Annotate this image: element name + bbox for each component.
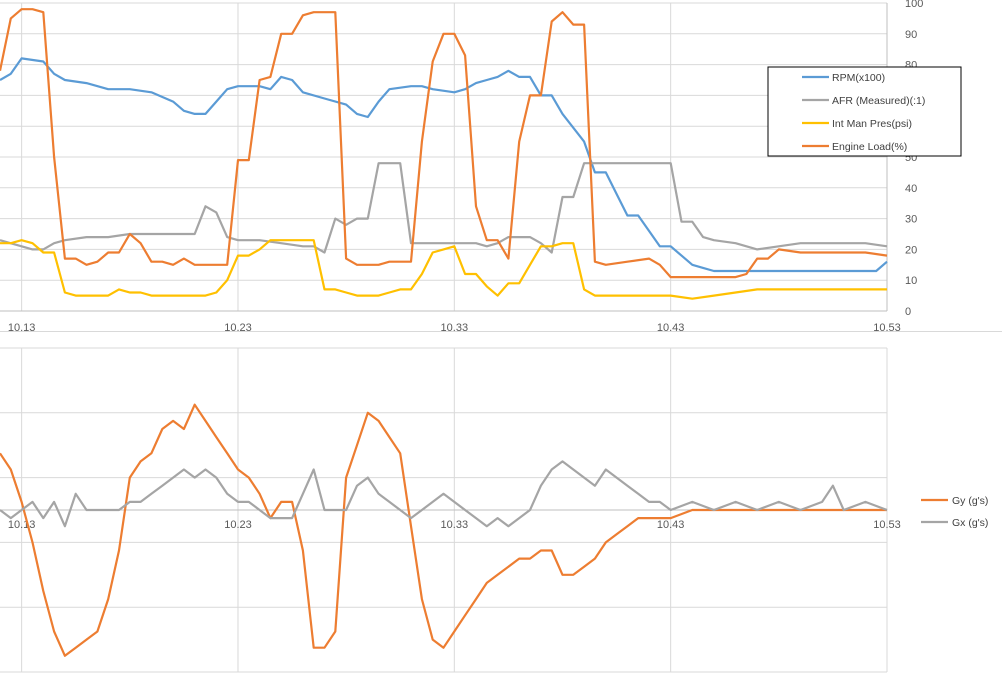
chart-divider xyxy=(0,331,1002,332)
x-tick-label: 10.23 xyxy=(224,519,252,531)
series-engine-load xyxy=(0,8,888,279)
x-tick-label: 10.13 xyxy=(8,519,36,531)
legend: Gy (g's) Gx (g's) xyxy=(921,495,988,529)
x-tick-label: 10.43 xyxy=(657,322,685,331)
y-tick-label: 10 xyxy=(905,275,917,287)
x-tick-label: 10.43 xyxy=(657,519,685,531)
x-tick-label: 10.53 xyxy=(873,519,901,531)
series-afr-measured-1 xyxy=(0,162,888,254)
legend-label: Int Man Pres(psi) xyxy=(832,118,912,130)
legend-label: Gx (g's) xyxy=(952,517,988,529)
series-rpm-x100 xyxy=(0,57,888,273)
legend-label: AFR (Measured)(:1) xyxy=(832,95,925,107)
chart-bottom: 10.13 10.23 10.33 10.43 10.53 Gy (g's) Gx (g's… xyxy=(0,347,988,673)
x-tick-label: 10.13 xyxy=(8,322,36,331)
series-gx-g-s xyxy=(0,460,888,528)
legend-label: Engine Load(%) xyxy=(832,141,907,153)
chart-top: 010203040506070809010010.1310.2310.3310.… xyxy=(0,0,962,331)
legend-box xyxy=(767,66,962,157)
series-int-man-pres-psi xyxy=(0,239,887,300)
y-tick-label: 20 xyxy=(905,244,917,256)
y-tick-label: 90 xyxy=(905,29,917,41)
series-gy-g-s xyxy=(0,403,887,657)
x-tick-label: 10.53 xyxy=(873,322,901,331)
legend: RPM(x100) AFR (Measured)(:1) Int Man Pres(… xyxy=(767,66,962,157)
x-tick-label: 10.23 xyxy=(224,322,252,331)
y-tick-label: 30 xyxy=(905,214,917,226)
grid xyxy=(0,2,888,312)
x-tick-label: 10.33 xyxy=(441,519,469,531)
y-tick-label: 0 xyxy=(905,306,911,318)
y-tick-label: 40 xyxy=(905,183,917,195)
y-tick-label: 100 xyxy=(905,0,923,10)
legend-label: Gy (g's) xyxy=(952,495,988,507)
legend-label: RPM(x100) xyxy=(832,72,885,84)
x-tick-label: 10.33 xyxy=(441,322,469,331)
